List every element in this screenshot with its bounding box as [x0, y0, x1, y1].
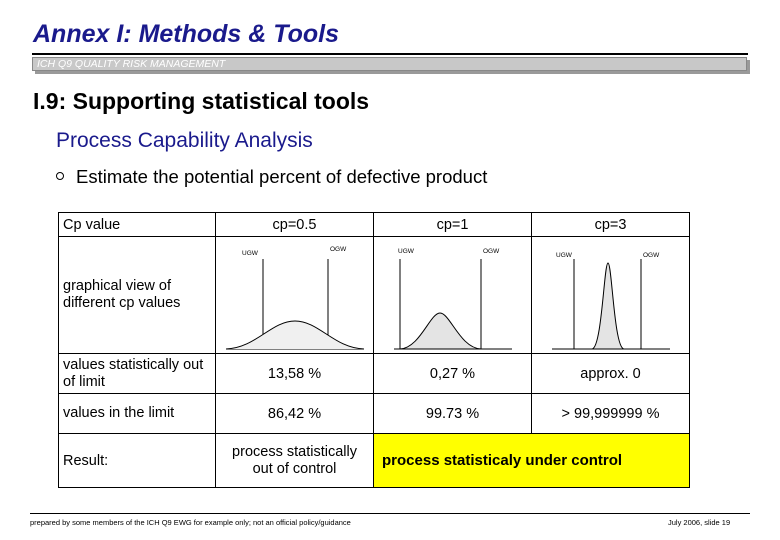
table-row: values statistically out of limit 13,58 … [58, 353, 690, 394]
ogw-label: OGW [330, 246, 347, 253]
table-row: Result: process statistically out of con… [58, 433, 690, 488]
bullet-text: Estimate the potential percent of defect… [76, 166, 488, 187]
footer-divider [30, 513, 750, 514]
subtitle-bar: ICH Q9 QUALITY RISK MANAGEMENT [32, 57, 747, 71]
out-of-limit-cp-3: approx. 0 [531, 353, 690, 394]
header-cp-1: cp=1 [373, 212, 532, 237]
section-heading: I.9: Supporting statistical tools [33, 88, 370, 114]
out-of-limit-label: values statistically out of limit [58, 353, 216, 394]
in-limit-cp-05: 86,42 % [215, 393, 374, 434]
distribution-curve-wide: UGW OGW [225, 246, 365, 350]
graph-cp-3: UGW OGW [531, 236, 690, 354]
table-row: values in the limit 86,42 % 99.73 % > 99… [58, 393, 690, 434]
in-limit-cp-1: 99.73 % [373, 393, 532, 434]
graph-row-label: graphical view of different cp values [58, 236, 216, 354]
out-of-limit-cp-1: 0,27 % [373, 353, 532, 394]
ugw-label: UGW [556, 252, 573, 259]
title-underline [32, 53, 748, 55]
bullet-icon [56, 172, 64, 181]
graph-cp-1: UGW OGW [373, 236, 532, 354]
ogw-label: OGW [643, 252, 660, 259]
distribution-curve-narrow: UGW OGW [552, 252, 670, 350]
result-out-of-control: process statistically out of control [215, 433, 374, 488]
header-cp-value: Cp value [58, 212, 216, 237]
subtitle-text: ICH Q9 QUALITY RISK MANAGEMENT [37, 58, 226, 70]
footer-slide-number: July 2006, slide 19 [668, 518, 731, 527]
footer-disclaimer: prepared by some members of the ICH Q9 E… [30, 518, 351, 527]
table-row: graphical view of different cp values UG… [58, 236, 690, 354]
header-cp-3: cp=3 [531, 212, 690, 237]
ugw-label: UGW [398, 248, 415, 255]
bullet-item: Estimate the potential percent of defect… [56, 166, 487, 188]
distribution-curve-medium: UGW OGW [394, 248, 512, 350]
out-of-limit-cp-05: 13,58 % [215, 353, 374, 394]
result-under-control: process statisticaly under control [373, 433, 690, 488]
capability-table: Cp value cp=0.5 cp=1 cp=3 graphical view… [58, 212, 690, 488]
table-row: Cp value cp=0.5 cp=1 cp=3 [58, 212, 690, 237]
ogw-label: OGW [483, 248, 500, 255]
ugw-label: UGW [242, 250, 259, 257]
in-limit-cp-3: > 99,999999 % [531, 393, 690, 434]
graph-cp-05: UGW OGW [215, 236, 374, 354]
result-label: Result: [58, 433, 216, 488]
section-subheading: Process Capability Analysis [56, 129, 313, 152]
slide-title: Annex I: Methods & Tools [33, 20, 340, 48]
header-cp-05: cp=0.5 [215, 212, 374, 237]
in-limit-label: values in the limit [58, 393, 216, 434]
